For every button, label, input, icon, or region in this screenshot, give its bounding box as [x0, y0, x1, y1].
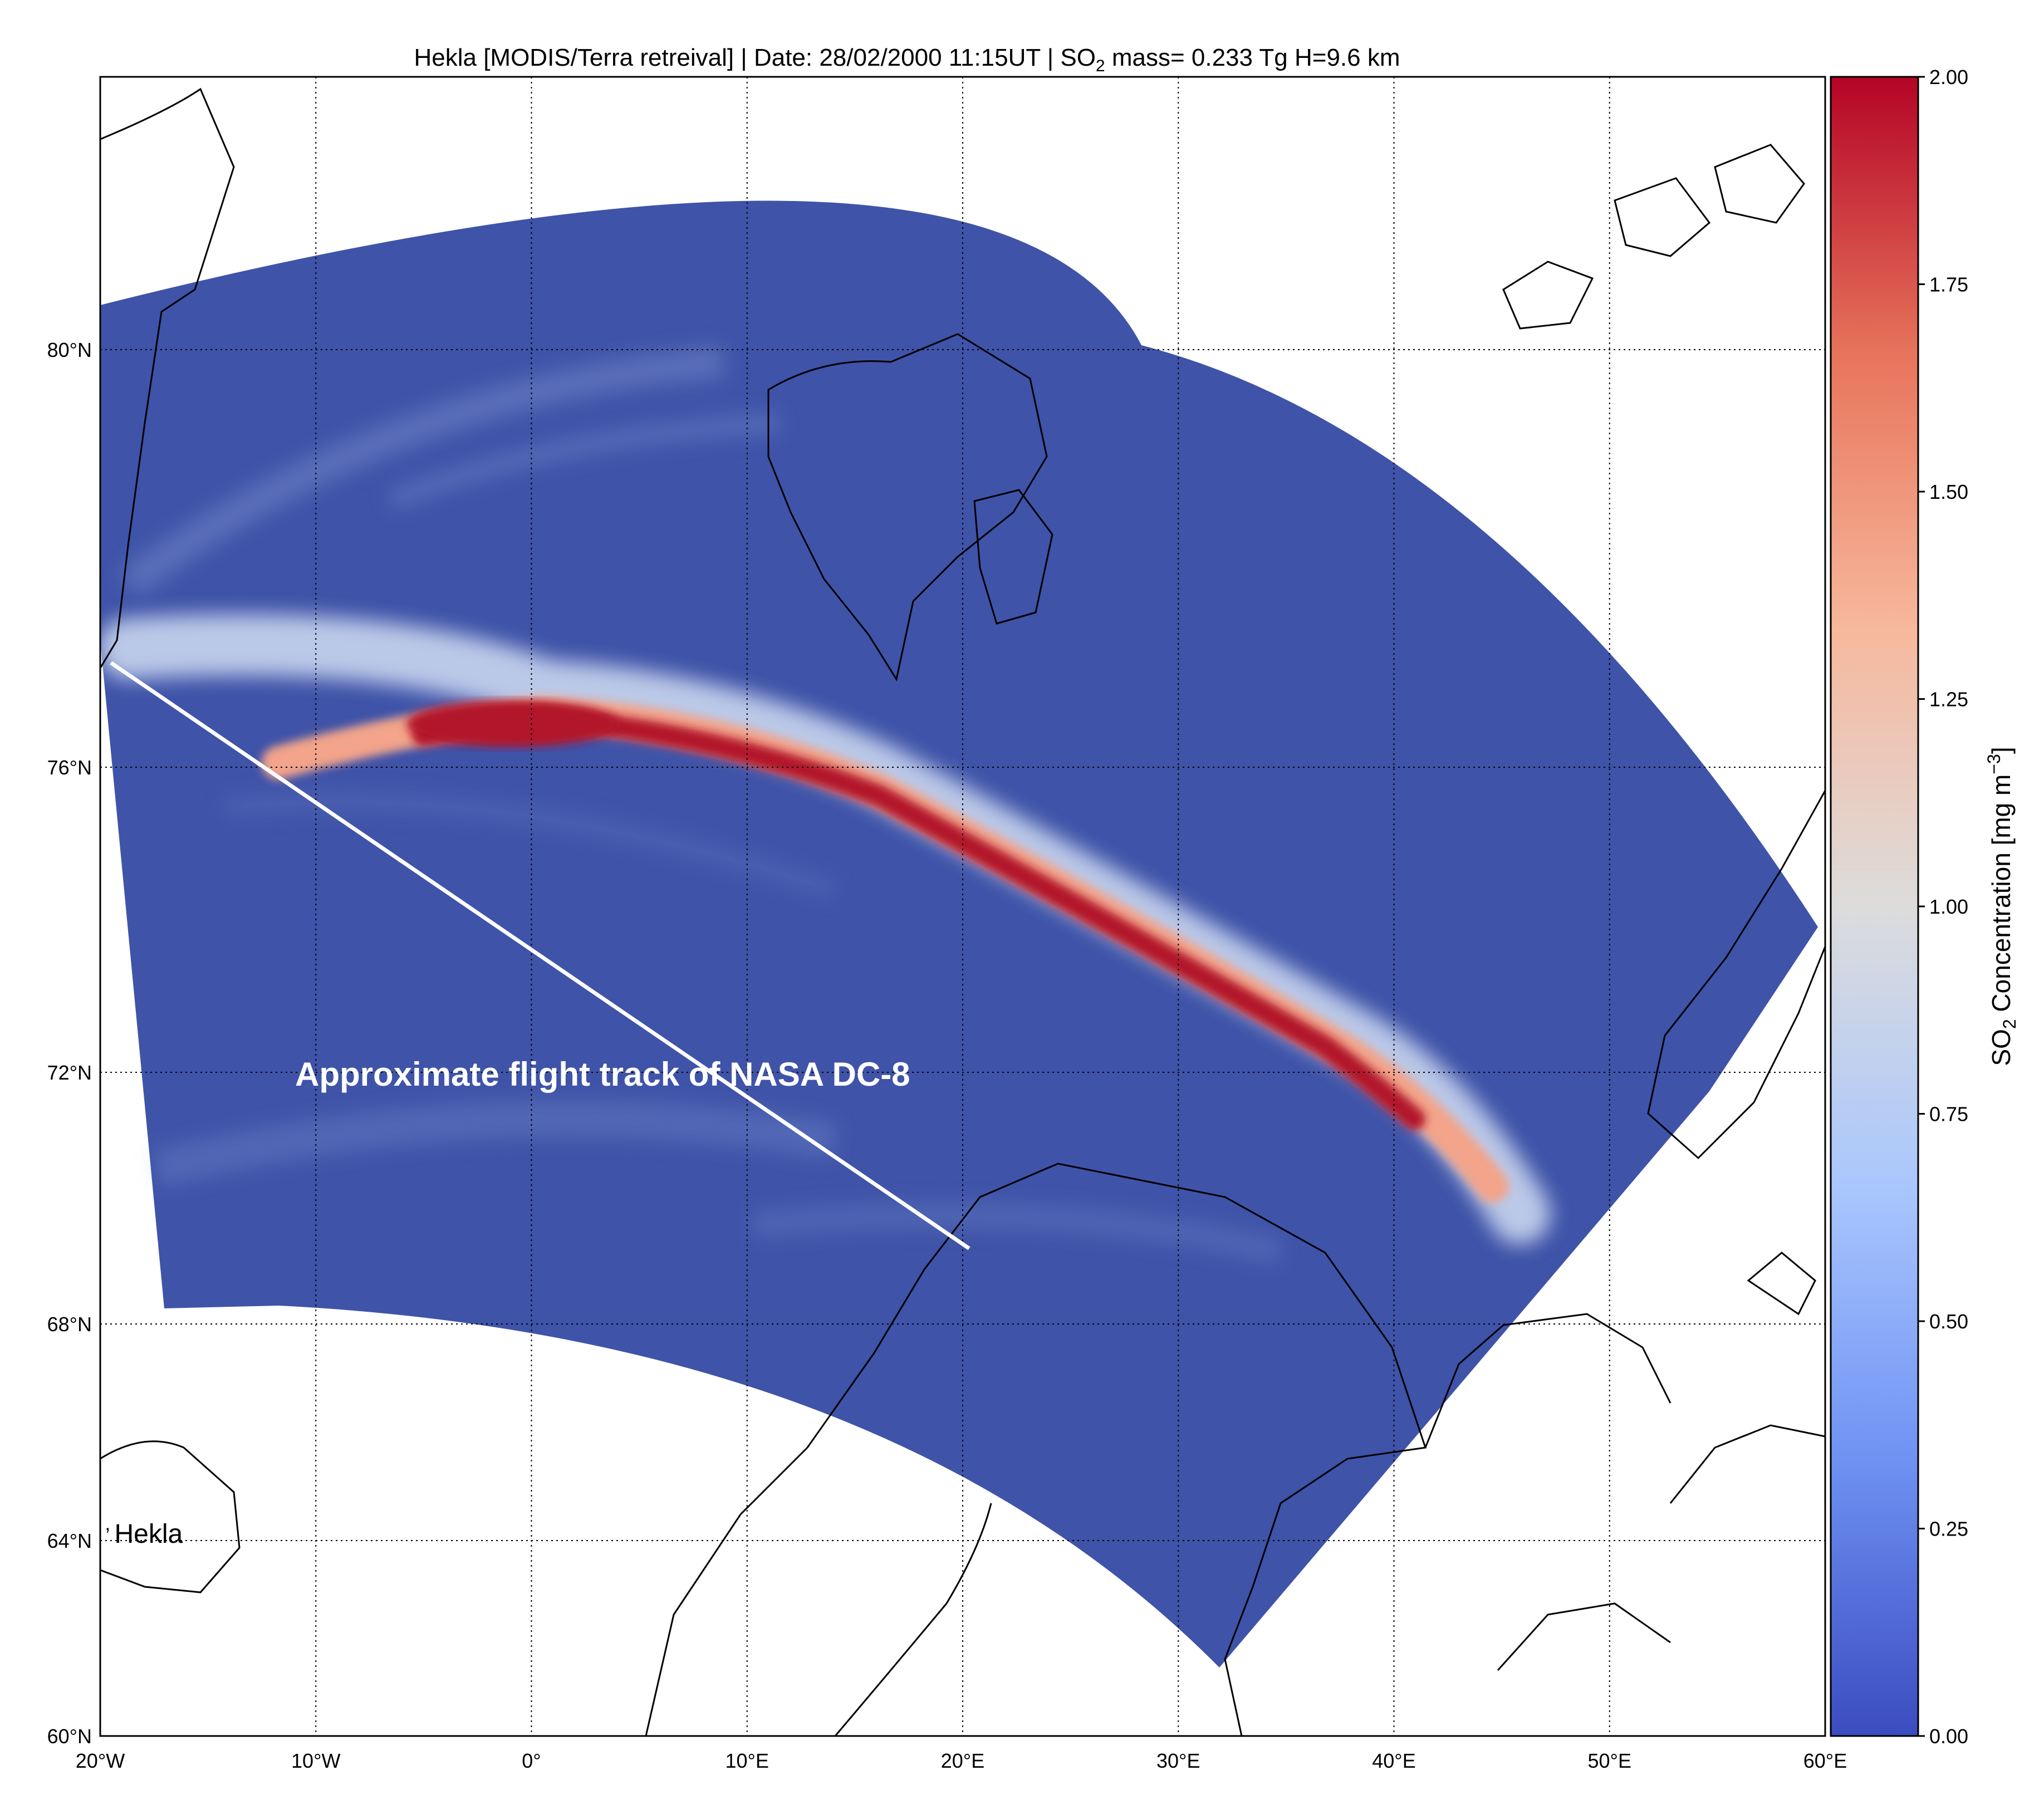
graticule	[100, 77, 1825, 1736]
colorbar-label: SO2 Concentration [mg m−3]	[1984, 747, 2020, 1066]
x-tick-label: 0°	[522, 1749, 541, 1772]
colorbar-tick-label: 0.00	[1929, 1725, 1968, 1748]
y-tick-label: 80°N	[47, 339, 92, 361]
background-streaks	[118, 345, 1285, 1267]
x-tick-label: 50°E	[1588, 1749, 1631, 1772]
colorbar-tick-label: 1.25	[1929, 688, 1968, 711]
y-tick-label: 76°N	[47, 756, 92, 779]
colorbar-tick-label: 1.50	[1929, 480, 1968, 503]
flight-track-line	[110, 661, 970, 1250]
greenland-coast	[100, 87, 235, 669]
x-tick-label: 30°E	[1156, 1749, 1200, 1772]
kola-coast	[1424, 1313, 1672, 1448]
y-tick-labels: 60°N 64°N 68°N 72°N 76°N 80°N	[47, 339, 92, 1748]
flight-track-label: Approximate flight track of NASA DC-8	[295, 1056, 910, 1093]
x-tick-label: 60°E	[1803, 1749, 1847, 1772]
x-tick-label: 10°W	[291, 1749, 340, 1772]
colorbar-tick-label: 0.25	[1929, 1518, 1968, 1541]
x-tick-label: 20°W	[76, 1749, 125, 1772]
map-title: Hekla [MODIS/Terra retreival] | Date: 28…	[414, 44, 1400, 75]
colorbar-tick-label: 1.75	[1929, 273, 1968, 296]
volcano-marker-icon: ʼ	[105, 1524, 110, 1547]
colorbar-ticks: 0.00 0.25 0.50 0.75 1.00 1.25 1.50 1.75 2.00	[1918, 66, 1968, 1748]
franz-josef-land-coast	[1502, 261, 1594, 330]
colorbar-tick-label: 2.00	[1929, 66, 1968, 89]
x-tick-label: 40°E	[1372, 1749, 1415, 1772]
novaya-zemlya-coast	[1647, 790, 1825, 1160]
colorbar-tick-label: 1.00	[1929, 895, 1968, 918]
iceland-coast	[100, 1440, 241, 1593]
y-tick-label: 64°N	[47, 1529, 92, 1552]
colorbar-tick-label: 0.75	[1929, 1103, 1968, 1126]
map-frame	[99, 76, 1826, 1737]
y-tick-label: 72°N	[47, 1061, 92, 1084]
x-tick-label: 20°E	[941, 1749, 984, 1772]
colorbar: 0.00 0.25 0.50 0.75 1.00 1.25 1.50 1.75 2.00 SO2…	[1830, 66, 2020, 1748]
x-tick-labels: 20°W 10°W 0° 10°E 20°E 30°E 40°E 50°E 60°E	[76, 1749, 1847, 1772]
map-plot-area: Approximate flight track of NASA DC-8 ʼ …	[99, 76, 1826, 1737]
so2-plume-hotspot	[406, 700, 618, 747]
scandinavia-coast	[645, 1163, 1427, 1736]
svalbard-coast	[767, 333, 1048, 681]
coastlines	[100, 87, 1825, 1736]
x-tick-label: 10°E	[726, 1749, 769, 1772]
y-tick-label: 68°N	[47, 1313, 92, 1336]
volcano-label: Hekla	[114, 1519, 183, 1549]
colorbar-gradient	[1830, 76, 1919, 1737]
colorbar-tick-label: 0.50	[1929, 1310, 1968, 1333]
modis-swath	[100, 200, 1818, 1668]
y-tick-label: 60°N	[47, 1725, 92, 1748]
